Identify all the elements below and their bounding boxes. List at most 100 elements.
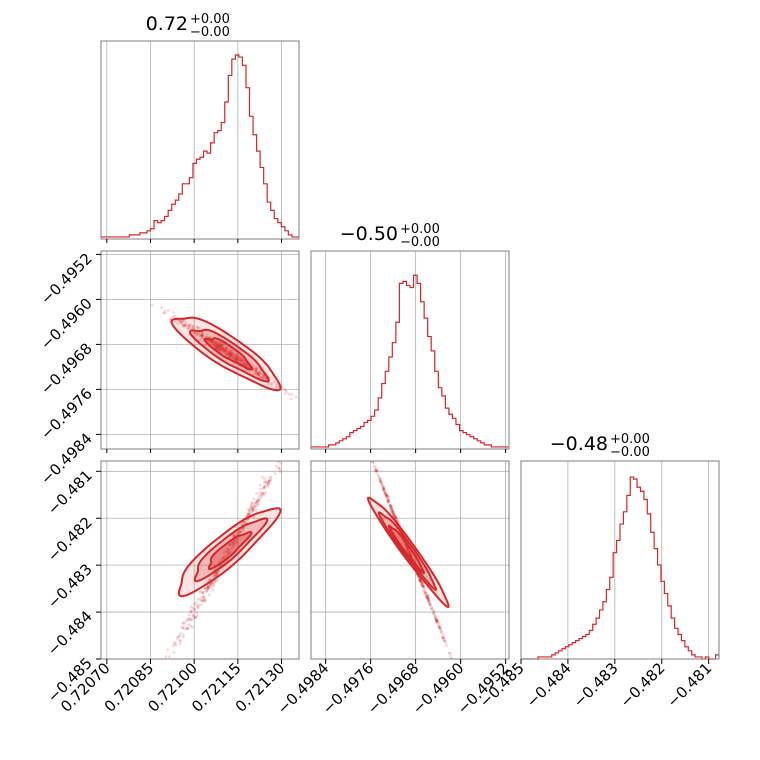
- sample-point: [382, 487, 386, 491]
- sample-point: [269, 478, 273, 482]
- sample-point: [201, 333, 204, 336]
- sample-point: [422, 585, 425, 589]
- sample-point: [230, 353, 234, 356]
- hist-2-panel: [520, 461, 710, 659]
- sample-point: [200, 599, 204, 602]
- sample-point: [219, 343, 222, 347]
- sample-point: [242, 362, 246, 366]
- sample-point: [210, 575, 214, 578]
- sample-point: [423, 591, 427, 595]
- sample-point: [365, 444, 368, 447]
- sample-point: [390, 508, 394, 512]
- sample-point: [211, 581, 214, 585]
- sample-point: [421, 584, 425, 588]
- sample-point: [250, 505, 253, 509]
- sample-point: [261, 376, 265, 379]
- sample-point: [218, 344, 222, 348]
- sample-point: [435, 620, 439, 623]
- pair-1-2-frame: [310, 460, 510, 660]
- sample-point: [438, 626, 442, 630]
- sample-point: [216, 343, 219, 347]
- sample-point: [235, 356, 239, 360]
- sample-point: [186, 626, 189, 630]
- histogram-1: [311, 274, 509, 448]
- sample-point: [255, 499, 259, 503]
- sample-point: [408, 552, 412, 555]
- sample-point: [264, 485, 267, 489]
- sample-point: [237, 356, 241, 360]
- sample-point: [209, 585, 213, 588]
- sample-point: [227, 351, 231, 354]
- sample-point: [276, 385, 280, 388]
- sample-point: [433, 615, 437, 619]
- sample-point: [386, 500, 390, 503]
- x-tick-label: −0.481: [664, 659, 716, 711]
- sample-point: [426, 594, 429, 597]
- sample-point: [252, 364, 256, 368]
- sample-point: [256, 499, 260, 503]
- sample-point: [284, 388, 287, 392]
- hist-0-frame: [100, 40, 300, 240]
- sample-point: [361, 433, 364, 436]
- sample-point: [265, 483, 268, 487]
- sample-point: [263, 477, 266, 481]
- sample-point: [393, 512, 396, 516]
- sample-point: [430, 607, 434, 611]
- sample-point: [227, 354, 231, 357]
- sample-point: [389, 504, 393, 508]
- sample-point: [360, 432, 363, 435]
- sample-point: [368, 450, 371, 453]
- sample-point: [232, 533, 236, 537]
- sample-point: [270, 383, 273, 387]
- sample-point: [382, 488, 386, 492]
- sample-point: [428, 603, 431, 606]
- sample-point: [391, 510, 394, 513]
- sample-point: [232, 355, 236, 359]
- sample-point: [448, 651, 452, 655]
- sample-point: [257, 373, 261, 376]
- sample-point: [421, 584, 425, 587]
- sample-point: [246, 512, 250, 516]
- sample-point: [445, 644, 449, 647]
- sample-point: [290, 393, 294, 396]
- sample-point: [181, 621, 185, 625]
- sample-point: [255, 366, 259, 370]
- sample-point: [200, 335, 204, 338]
- sample-point: [236, 354, 239, 358]
- sample-point: [173, 642, 176, 646]
- sample-point: [189, 611, 193, 614]
- sample-point: [244, 521, 247, 524]
- sample-point: [186, 627, 190, 631]
- sample-point: [210, 582, 213, 586]
- sample-point: [252, 372, 256, 376]
- sample-point: [374, 465, 377, 469]
- sample-point: [384, 494, 388, 498]
- sample-point: [385, 493, 388, 497]
- sample-point: [348, 399, 351, 402]
- sample-point: [200, 590, 204, 593]
- sample-point: [225, 352, 229, 356]
- sample-point: [390, 509, 394, 513]
- sample-point: [251, 502, 254, 506]
- sample-point: [250, 501, 254, 504]
- sample-point: [232, 534, 236, 538]
- sample-point: [179, 319, 183, 323]
- histogram-0: [101, 54, 299, 238]
- sample-point: [392, 511, 395, 515]
- sample-point: [432, 609, 436, 613]
- sample-point: [435, 619, 439, 623]
- sample-point: [428, 603, 432, 606]
- sample-point: [204, 335, 208, 339]
- sample-point: [248, 508, 252, 512]
- sample-point: [250, 506, 253, 510]
- sample-point: [187, 623, 191, 626]
- sample-point: [214, 342, 218, 345]
- sample-point: [210, 340, 214, 344]
- sample-point: [228, 353, 232, 357]
- sample-point: [429, 607, 433, 611]
- sample-point: [195, 601, 198, 605]
- sample-point: [196, 598, 200, 601]
- sample-point: [201, 334, 204, 338]
- sample-point: [259, 496, 262, 500]
- sample-point: [208, 340, 212, 343]
